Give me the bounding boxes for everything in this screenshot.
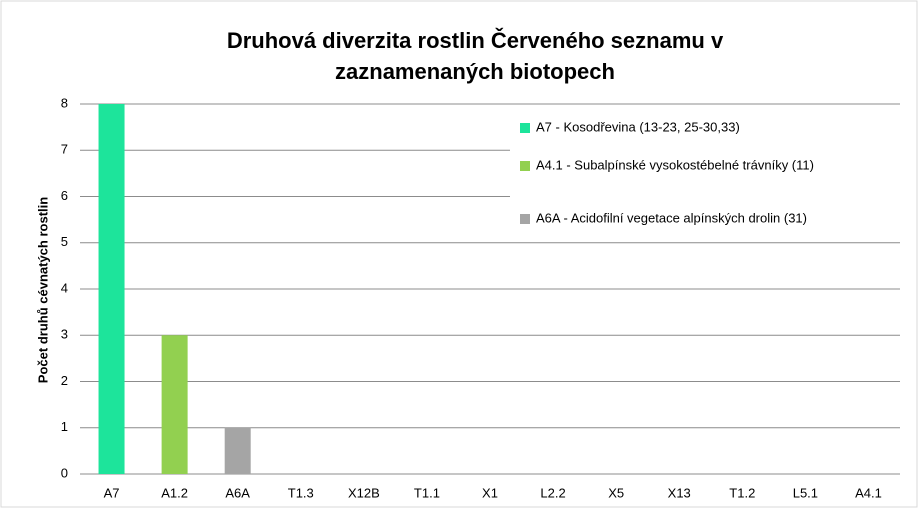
x-tick-label: L5.1 — [793, 485, 818, 500]
y-tick-label: 4 — [61, 280, 68, 295]
x-tick-label: A6A — [225, 485, 250, 500]
bar — [161, 335, 188, 474]
y-tick-label: 2 — [61, 373, 68, 388]
x-tick-label: X5 — [608, 485, 624, 500]
bar — [98, 104, 125, 474]
chart-title: zaznamenaných biotopech — [335, 59, 615, 84]
chart-title: Druhová diverzita rostlin Červeného sezn… — [227, 28, 724, 53]
x-tick-label: T1.1 — [414, 485, 440, 500]
legend-swatch — [520, 123, 530, 133]
x-tick-label: X12B — [348, 485, 380, 500]
y-axis-label: Počet druhů cévnatých rostlin — [35, 197, 50, 383]
legend-swatch — [520, 161, 530, 171]
legend-label: A7 - Kosodřevina (13-23, 25-30,33) — [536, 119, 740, 134]
legend-label: A6A - Acidofilní vegetace alpínských dro… — [536, 210, 807, 225]
legend-label: A4.1 - Subalpínské vysokostébelné trávní… — [536, 157, 814, 172]
y-tick-label: 6 — [61, 188, 68, 203]
x-tick-label: X13 — [668, 485, 691, 500]
x-tick-label: T1.2 — [729, 485, 755, 500]
y-tick-label: 7 — [61, 142, 68, 157]
y-tick-label: 1 — [61, 419, 68, 434]
y-tick-label: 5 — [61, 234, 68, 249]
x-tick-label: A4.1 — [855, 485, 882, 500]
x-tick-label: X1 — [482, 485, 498, 500]
legend-swatch — [520, 214, 530, 224]
x-tick-label: L2.2 — [540, 485, 565, 500]
legend-background — [510, 110, 900, 240]
x-tick-label: A7 — [104, 485, 120, 500]
y-tick-label: 8 — [61, 95, 68, 110]
bar — [224, 427, 251, 474]
y-tick-label: 0 — [61, 465, 68, 480]
y-tick-label: 3 — [61, 327, 68, 342]
x-tick-label: A1.2 — [161, 485, 188, 500]
x-tick-label: T1.3 — [288, 485, 314, 500]
